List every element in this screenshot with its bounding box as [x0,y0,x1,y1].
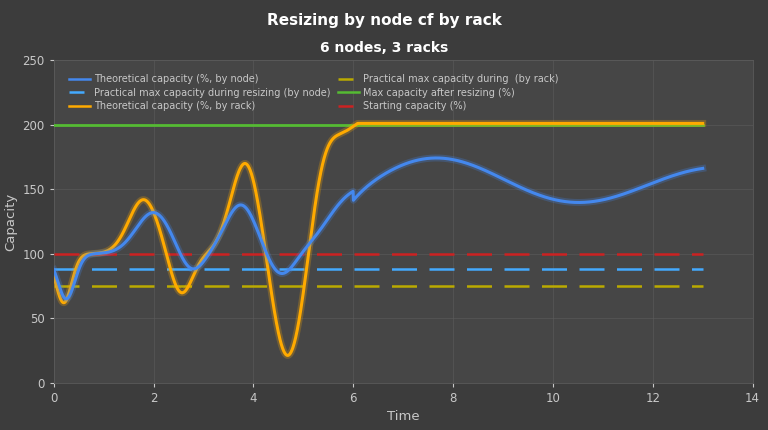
Text: 6 nodes, 3 racks: 6 nodes, 3 racks [320,41,448,55]
Legend: Theoretical capacity (%, by node), Practical max capacity during resizing (by no: Theoretical capacity (%, by node), Pract… [65,71,561,114]
Text: Resizing by node cf by rack: Resizing by node cf by rack [266,13,502,28]
X-axis label: Time: Time [387,410,419,423]
Y-axis label: Capacity: Capacity [4,192,17,251]
